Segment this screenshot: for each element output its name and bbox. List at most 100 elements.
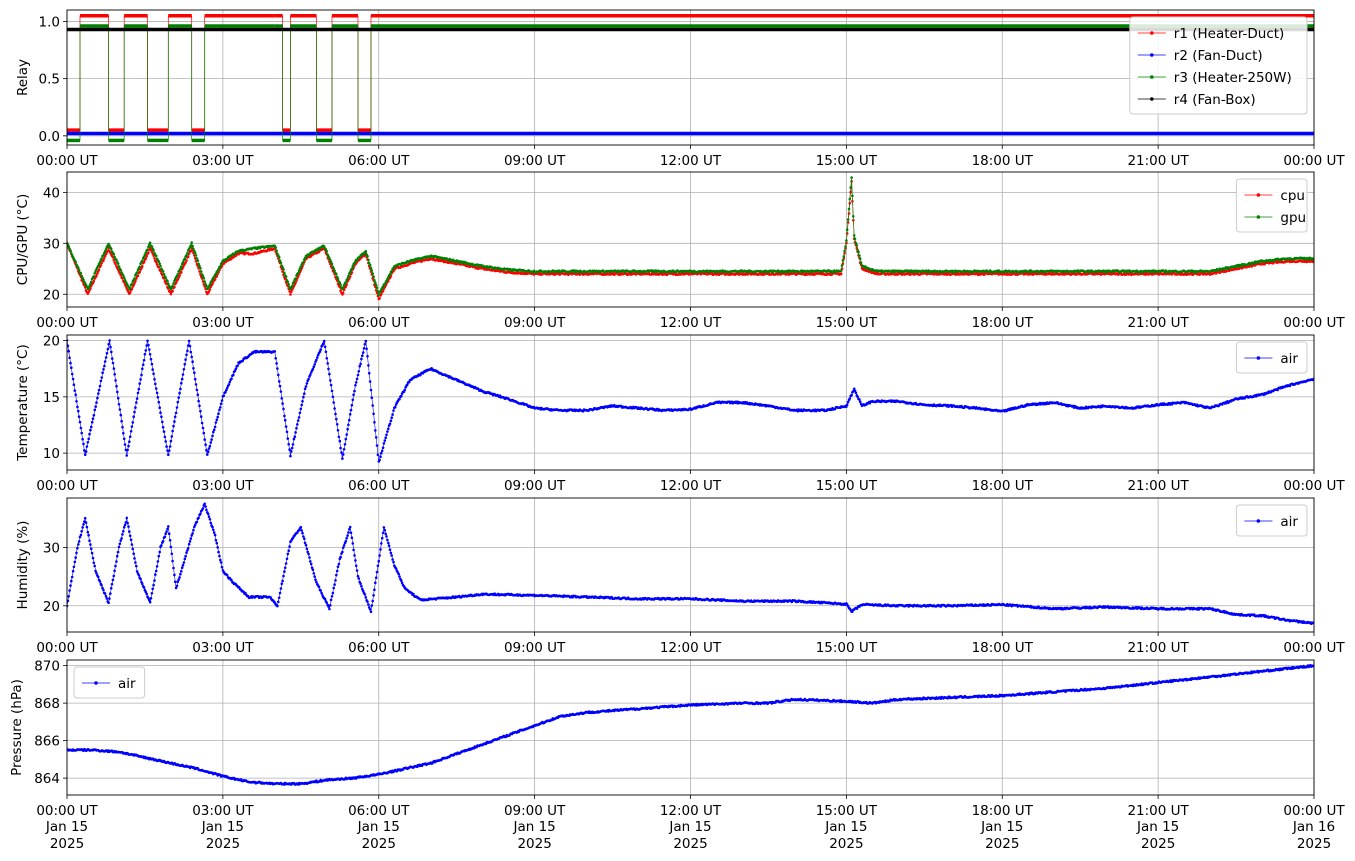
data-point bbox=[210, 438, 213, 441]
data-point bbox=[102, 257, 106, 260]
y-tick-label: 40 bbox=[43, 185, 60, 201]
data-point bbox=[206, 453, 209, 456]
data-point bbox=[354, 381, 358, 384]
data-point bbox=[128, 530, 131, 533]
data-point bbox=[371, 404, 375, 407]
data-point bbox=[216, 415, 219, 419]
data-point bbox=[300, 529, 304, 532]
data-point bbox=[309, 373, 312, 377]
data-point bbox=[97, 388, 101, 392]
data-point bbox=[184, 358, 187, 361]
data-point bbox=[371, 272, 375, 275]
data-point bbox=[198, 264, 201, 268]
data-point bbox=[324, 248, 328, 251]
data-point bbox=[171, 289, 174, 293]
data-point bbox=[358, 364, 362, 368]
data-point bbox=[181, 373, 185, 376]
data-point bbox=[213, 278, 217, 281]
data-point bbox=[197, 399, 200, 403]
data-point bbox=[339, 289, 342, 293]
x-tick-label: 00:00 UT bbox=[1283, 478, 1345, 494]
x-tick-label: 12:00 UT bbox=[660, 153, 722, 169]
data-point bbox=[131, 421, 135, 424]
data-point bbox=[376, 453, 380, 457]
data-point bbox=[202, 431, 206, 435]
data-point bbox=[125, 516, 129, 520]
data-point bbox=[87, 533, 90, 537]
data-point bbox=[366, 254, 369, 258]
data-point bbox=[88, 539, 91, 542]
data-point bbox=[307, 377, 310, 381]
data-point bbox=[179, 267, 182, 271]
data-point bbox=[284, 562, 288, 565]
data-point bbox=[104, 248, 108, 251]
data-point bbox=[277, 373, 280, 377]
x-tick-label: 09:00 UT bbox=[504, 153, 566, 169]
data-point bbox=[325, 357, 329, 360]
data-point bbox=[344, 437, 348, 441]
data-point bbox=[377, 559, 381, 563]
data-point bbox=[88, 284, 91, 288]
data-point bbox=[106, 347, 110, 351]
data-point bbox=[323, 597, 327, 601]
data-point bbox=[315, 358, 318, 362]
data-point bbox=[230, 578, 233, 582]
series-group bbox=[67, 176, 1314, 301]
data-point bbox=[91, 556, 95, 560]
data-point bbox=[90, 551, 94, 555]
data-point bbox=[142, 260, 146, 264]
data-point bbox=[109, 345, 112, 349]
data-point bbox=[179, 572, 182, 576]
data-point bbox=[70, 575, 74, 579]
data-point bbox=[214, 538, 218, 542]
data-point bbox=[282, 574, 285, 578]
data-point bbox=[87, 437, 90, 441]
data-point bbox=[127, 525, 130, 528]
data-point bbox=[335, 423, 339, 426]
data-point bbox=[844, 245, 847, 248]
data-point bbox=[130, 543, 134, 546]
data-point bbox=[139, 378, 142, 381]
data-point bbox=[342, 544, 346, 547]
data-point bbox=[93, 564, 96, 568]
data-point bbox=[339, 446, 342, 450]
data-point bbox=[372, 594, 375, 597]
data-point bbox=[858, 257, 862, 261]
data-point bbox=[133, 410, 136, 414]
data-point bbox=[311, 568, 315, 572]
data-point bbox=[390, 554, 394, 557]
data-point bbox=[206, 450, 210, 454]
data-point bbox=[315, 580, 318, 584]
data-point bbox=[197, 516, 200, 520]
data-point bbox=[378, 297, 381, 300]
data-point bbox=[305, 382, 309, 385]
data-point bbox=[360, 357, 363, 361]
data-point bbox=[854, 391, 858, 395]
data-point bbox=[191, 360, 194, 364]
data-point bbox=[232, 373, 235, 377]
data-point bbox=[209, 441, 213, 444]
legend-label: r3 (Heater-250W) bbox=[1174, 70, 1292, 86]
data-point bbox=[105, 597, 109, 600]
data-point bbox=[327, 367, 330, 371]
data-point bbox=[80, 431, 83, 435]
data-point bbox=[155, 263, 159, 266]
data-point bbox=[190, 355, 193, 359]
data-point bbox=[82, 523, 85, 526]
data-point bbox=[325, 601, 329, 605]
data-point bbox=[74, 260, 77, 264]
data-point bbox=[280, 397, 284, 400]
data-point bbox=[355, 258, 359, 262]
data-point bbox=[199, 415, 203, 418]
data-point bbox=[103, 592, 107, 595]
x-tick-label: 00:00 UT bbox=[36, 315, 98, 331]
data-point bbox=[116, 550, 120, 554]
data-point bbox=[373, 588, 376, 592]
data-point bbox=[163, 435, 167, 439]
data-point bbox=[133, 277, 136, 280]
data-point bbox=[107, 342, 110, 346]
data-point bbox=[180, 265, 183, 269]
data-point bbox=[283, 566, 287, 570]
data-point bbox=[337, 435, 341, 439]
data-point bbox=[213, 425, 217, 429]
